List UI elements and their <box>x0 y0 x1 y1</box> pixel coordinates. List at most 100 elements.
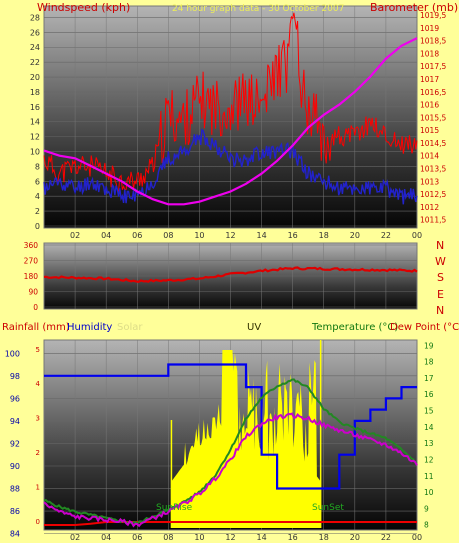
humidity-tick-label: 90 <box>10 462 20 471</box>
direction-tick-label: 360 <box>24 241 39 250</box>
legend-solar: Solar <box>117 322 143 333</box>
wind-tick-label: 4 <box>35 192 40 201</box>
humidity-line <box>44 363 417 490</box>
humidity-tick-label: 96 <box>10 394 20 403</box>
hour-tick-label: 22 <box>381 231 391 240</box>
rainfall-tick-label: 3 <box>36 415 40 423</box>
barometer-tick-label: 1013,5 <box>420 164 446 173</box>
hour-tick-label: 04 <box>101 533 111 542</box>
hour-tick-label: 08 <box>163 533 173 542</box>
wind-tick-label: 20 <box>30 73 40 82</box>
rainfall-tick-label: 5 <box>36 346 40 354</box>
wind-tick-label: 18 <box>30 88 40 97</box>
humidity-tick-label: 100 <box>5 349 20 358</box>
rainfall-tick-label: 4 <box>36 380 41 388</box>
temperature-tick-label: 13 <box>424 439 434 448</box>
hour-tick-label: 16 <box>288 533 298 542</box>
barometer-tick-label: 1017 <box>420 75 439 84</box>
hour-tick-label: 14 <box>256 533 266 542</box>
wind-tick-label: 26 <box>30 28 40 37</box>
humidity-tick-label: 88 <box>10 485 20 494</box>
compass-letters: N W S E N <box>435 239 446 317</box>
legend-rainfall: Rainfall (mm) <box>2 322 70 333</box>
hour-tick-label: 12 <box>225 533 235 542</box>
compass-n-top: N <box>436 239 444 252</box>
temperature-tick-label: 11 <box>424 472 434 481</box>
barometer-tick-label: 1016 <box>420 101 439 110</box>
temperature-tick-label: 10 <box>424 488 434 497</box>
rainfall-tick-label: 1 <box>36 484 40 492</box>
barometer-tick-label: 1019,5 <box>420 11 446 20</box>
wind-tick-label: 28 <box>30 13 40 22</box>
hour-tick-label: 06 <box>132 231 142 240</box>
legend-uv: UV <box>247 322 261 333</box>
direction-line <box>43 266 418 283</box>
hour-tick-label: 18 <box>319 231 329 240</box>
barometer-line <box>43 37 418 206</box>
legend: Rainfall (mm) Humidity Solar UV Temperat… <box>2 322 459 333</box>
temperature-tick-label: 19 <box>424 341 434 350</box>
wind-speed-line <box>43 128 418 205</box>
hour-tick-label: 22 <box>381 533 391 542</box>
wind-axis-title: Windspeed (kph) <box>37 1 130 14</box>
compass-e: E <box>437 288 444 301</box>
hour-tick-label: 06 <box>132 533 142 542</box>
legend-temperature: Temperature (°C) <box>311 322 398 333</box>
temperature-tick-label: 9 <box>424 504 429 513</box>
wind-tick-label: 12 <box>30 133 40 142</box>
temperature-line <box>43 378 418 526</box>
hour-tick-label: 20 <box>350 533 360 542</box>
temperature-tick-label: 18 <box>424 358 434 367</box>
direction-tick-label: 180 <box>24 272 39 281</box>
direction-tick-label: 270 <box>24 257 39 266</box>
barometer-tick-label: 1012,5 <box>420 190 446 199</box>
direction-tick-label: 90 <box>28 288 38 297</box>
barometer-tick-label: 1012 <box>420 203 439 212</box>
hour-tick-label: 12 <box>225 231 235 240</box>
barometer-tick-label: 1013 <box>420 177 439 186</box>
humidity-tick-label: 92 <box>10 439 20 448</box>
wind-gust-line <box>43 12 418 194</box>
legend-humidity: Humidity <box>67 322 112 333</box>
temperature-tick-label: 14 <box>424 423 434 432</box>
wind-tick-label: 24 <box>30 43 40 52</box>
compass-s: S <box>437 271 444 284</box>
barometer-tick-label: 1014 <box>420 152 439 161</box>
barometer-tick-label: 1018 <box>420 49 439 58</box>
hour-tick-label: 14 <box>256 231 266 240</box>
temperature-tick-label: 17 <box>424 374 434 383</box>
direction-tick-label: 0 <box>33 303 38 312</box>
hour-tick-label: 02 <box>70 533 80 542</box>
hour-tick-label: 00 <box>412 231 422 240</box>
barometer-tick-label: 1014,5 <box>420 139 446 148</box>
barometer-tick-label: 1015 <box>420 126 439 135</box>
wind-tick-label: 8 <box>35 162 40 171</box>
wind-tick-label: 6 <box>35 177 40 186</box>
hour-tick-label: 10 <box>194 231 204 240</box>
hour-tick-label: 08 <box>163 231 173 240</box>
humidity-tick-label: 98 <box>10 372 20 381</box>
temperature-tick-label: 15 <box>424 407 434 416</box>
barometer-tick-label: 1017,5 <box>420 62 446 71</box>
hour-tick-label: 16 <box>288 231 298 240</box>
humidity-tick-label: 86 <box>10 507 20 516</box>
wind-tick-label: 10 <box>30 148 40 157</box>
barometer-tick-label: 1018,5 <box>420 37 446 46</box>
humidity-tick-label: 94 <box>10 417 20 426</box>
hour-tick-label: 10 <box>194 533 204 542</box>
rainfall-tick-label: 0 <box>36 518 40 526</box>
wind-tick-label: 0 <box>35 222 40 231</box>
temperature-tick-label: 12 <box>424 455 434 464</box>
humidity-tick-label: 84 <box>10 530 20 539</box>
sunrise-label: SunRise <box>156 503 193 513</box>
barometer-tick-label: 1019 <box>420 24 439 33</box>
barometer-tick-label: 1011,5 <box>420 216 446 225</box>
hour-tick-label: 18 <box>319 533 329 542</box>
hour-tick-label: 20 <box>350 231 360 240</box>
sunset-label: SunSet <box>312 503 344 513</box>
dewpoint-line <box>43 412 418 528</box>
wind-tick-label: 22 <box>30 58 40 67</box>
wind-tick-label: 16 <box>30 103 40 112</box>
hour-tick-label: 04 <box>101 231 111 240</box>
